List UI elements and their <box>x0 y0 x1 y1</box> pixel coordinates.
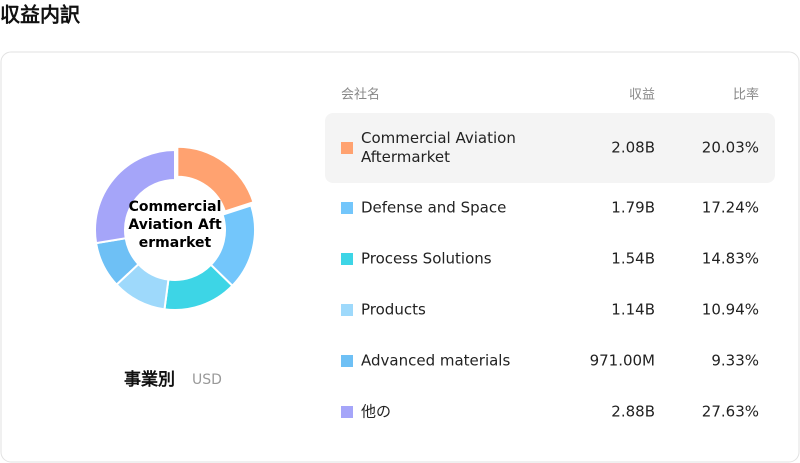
legend-swatch <box>341 304 353 316</box>
donut-segment <box>94 148 176 245</box>
row-revenue: 2.08B <box>611 139 655 157</box>
donut-segment <box>176 145 255 213</box>
row-ratio: 9.33% <box>711 352 759 370</box>
row-name: Advanced materials <box>361 352 510 370</box>
row-revenue: 971.00M <box>590 352 655 370</box>
legend-swatch <box>341 202 353 214</box>
row-revenue: 1.14B <box>611 301 655 319</box>
row-revenue: 1.54B <box>611 250 655 268</box>
subtitle: 事業別 <box>124 369 175 390</box>
col-header: 会社名 <box>341 87 380 103</box>
row-name: 他の <box>361 403 391 421</box>
unit: USD <box>192 372 222 388</box>
row-name: Products <box>361 301 426 319</box>
legend-swatch <box>341 355 353 367</box>
legend-swatch <box>341 253 353 265</box>
row-ratio: 20.03% <box>702 139 759 157</box>
row-name: Defense and Space <box>361 199 506 217</box>
title: 収益内訳 <box>0 3 81 27</box>
center-label: Commercial Aviation Aftermarket <box>128 199 222 251</box>
legend-swatch <box>341 142 353 154</box>
row-name: Process Solutions <box>361 250 492 268</box>
row-ratio: 27.63% <box>702 403 759 421</box>
col-header: 収益 <box>629 88 655 103</box>
row-revenue: 2.88B <box>611 403 655 421</box>
row-ratio: 14.83% <box>702 250 759 268</box>
row-highlight <box>325 113 775 183</box>
row-revenue: 1.79B <box>611 199 655 217</box>
row-ratio: 10.94% <box>702 301 759 319</box>
col-header: 比率 <box>733 87 759 103</box>
row-name: Commercial Aviation Aftermarket <box>361 129 516 166</box>
row-ratio: 17.24% <box>702 199 759 217</box>
legend-swatch <box>341 406 353 418</box>
